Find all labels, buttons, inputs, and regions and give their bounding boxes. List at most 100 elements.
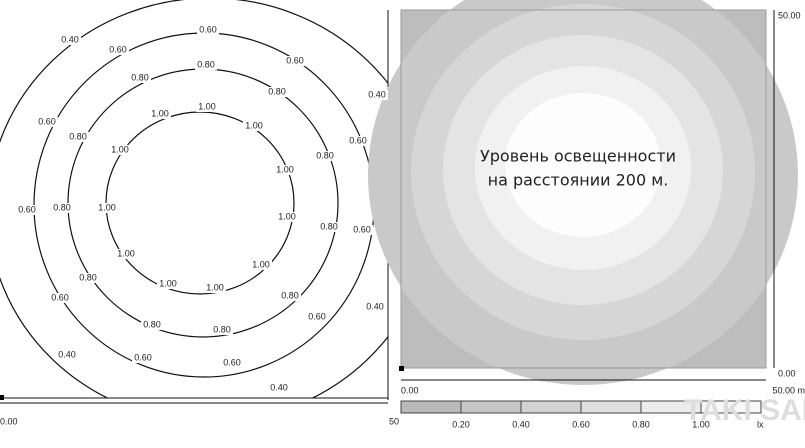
legend-label: 1.00 (692, 419, 710, 429)
contour-label: 0.60 (51, 292, 69, 302)
contour-label: 0.80 (53, 202, 71, 212)
caption: на расстоянии 200 м. (488, 171, 669, 190)
label-bg (268, 383, 290, 393)
label-bg (211, 325, 233, 335)
label-bg (364, 302, 386, 312)
contour-label: 0.40 (270, 382, 288, 392)
legend-label: 0.40 (512, 419, 530, 429)
label-bg (129, 73, 151, 83)
label-bg (157, 279, 179, 289)
legend-swatch (520, 400, 582, 414)
label-bg (96, 203, 118, 213)
contour-label: 0.80 (316, 150, 334, 160)
contour-label: 0.60 (109, 44, 127, 54)
contour-label: 0.80 (69, 131, 87, 141)
label-bg (366, 90, 388, 100)
label-bg (141, 320, 163, 330)
contour-label: 0.80 (79, 272, 97, 282)
contour-label: 0.60 (349, 135, 367, 145)
panel-border (400, 9, 767, 369)
contour-label: 0.60 (18, 204, 36, 214)
x-end: 50 (389, 416, 399, 426)
label-bg (59, 35, 81, 45)
contour-label: 0.80 (268, 86, 286, 96)
contour-label: 1.00 (252, 259, 270, 269)
label-bg (314, 151, 336, 161)
contour-label: 0.80 (281, 290, 299, 300)
label-bg (221, 358, 243, 368)
label-bg (274, 165, 296, 175)
contour-label: 1.00 (206, 282, 224, 292)
label-bg (197, 25, 219, 35)
contour-label: 0.80 (143, 319, 161, 329)
contour-label: 0.60 (223, 357, 241, 367)
isolux-fill (368, 0, 798, 385)
x-end: 50.00 m (772, 385, 805, 395)
label-bg (347, 136, 369, 146)
contour-label: 0.80 (320, 221, 338, 231)
contour-label: 0.40 (366, 301, 384, 311)
contour-label: 1.00 (276, 164, 294, 174)
contour-label: 0.60 (38, 116, 56, 126)
contour-label: 0.60 (286, 55, 304, 65)
label-bg (318, 222, 340, 232)
contour-label: 1.00 (151, 108, 169, 118)
label-bg (250, 260, 272, 270)
legend-unit: lx (757, 419, 764, 429)
label-bg (279, 291, 301, 301)
label-bg (107, 45, 129, 55)
label-bg (196, 102, 218, 112)
contour-label: 1.00 (278, 211, 296, 221)
contour-label: 1.00 (159, 278, 177, 288)
legend-label: 0.60 (572, 419, 590, 429)
label-bg (16, 205, 38, 215)
contour-label: 0.40 (61, 34, 79, 44)
label-bg (351, 225, 373, 235)
origin-marker (399, 366, 404, 371)
contour-label: 0.40 (58, 349, 76, 359)
legend-label: 0.20 (452, 419, 470, 429)
y-top: 50.00 (778, 10, 801, 20)
contour-label: 0.80 (213, 324, 231, 334)
contour-label: 1.00 (198, 101, 216, 111)
legend-swatch (460, 400, 522, 414)
legend-swatch (400, 400, 462, 414)
x-start: 0.00 (0, 416, 18, 426)
label-bg (266, 87, 288, 97)
label-bg (77, 273, 99, 283)
label-bg (49, 293, 71, 303)
label-bg (56, 350, 78, 360)
contour-label: 0.60 (134, 352, 152, 362)
label-bg (243, 121, 265, 131)
contour-label: 0.60 (308, 311, 326, 321)
y-bottom: 0.00 (778, 368, 796, 378)
label-bg (51, 203, 73, 213)
contour-label: 0.60 (199, 24, 217, 34)
legend: 0.20 0.40 0.60 0.80 1.00 lx (400, 400, 764, 429)
label-bg (115, 249, 137, 259)
label-bg (204, 283, 226, 293)
contour-label: 1.00 (117, 248, 135, 258)
legend-swatch (700, 400, 762, 414)
label-bg (149, 109, 171, 119)
watermark: TAKI SALE (684, 394, 805, 427)
label-bg (195, 60, 217, 70)
label-bg (284, 56, 306, 66)
caption: Уровень освещенности (480, 147, 676, 166)
legend-swatch (580, 400, 642, 414)
contour-label: 0.60 (353, 224, 371, 234)
legend-label: 0.80 (632, 419, 650, 429)
label-bg (67, 132, 89, 142)
label-bg (109, 145, 131, 155)
contour-label: 1.00 (111, 144, 129, 154)
label-bg (36, 117, 58, 127)
contour-label: 1.00 (245, 120, 263, 130)
label-bg (306, 312, 328, 322)
contour-label: 0.80 (131, 72, 149, 82)
contour-label: 0.40 (368, 89, 386, 99)
x-start: 0.00 (401, 385, 419, 395)
contour-label: 1.00 (98, 202, 116, 212)
contour-label: 0.80 (197, 59, 215, 69)
label-bg (132, 353, 154, 363)
